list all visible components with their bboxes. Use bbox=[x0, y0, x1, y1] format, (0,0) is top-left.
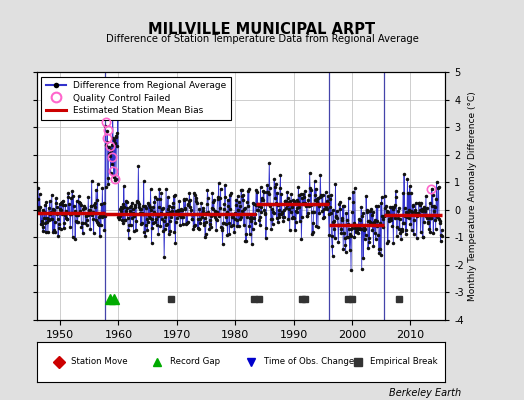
Text: Record Gap: Record Gap bbox=[170, 358, 220, 366]
Text: Empirical Break: Empirical Break bbox=[370, 358, 438, 366]
Text: Difference of Station Temperature Data from Regional Average: Difference of Station Temperature Data f… bbox=[105, 34, 419, 44]
Text: Berkeley Earth: Berkeley Earth bbox=[389, 388, 461, 398]
Text: Time of Obs. Change: Time of Obs. Change bbox=[264, 358, 354, 366]
Text: Station Move: Station Move bbox=[71, 358, 128, 366]
Text: MILLVILLE MUNICIPAL ARPT: MILLVILLE MUNICIPAL ARPT bbox=[148, 22, 376, 37]
Y-axis label: Monthly Temperature Anomaly Difference (°C): Monthly Temperature Anomaly Difference (… bbox=[468, 91, 477, 301]
Legend: Difference from Regional Average, Quality Control Failed, Estimated Station Mean: Difference from Regional Average, Qualit… bbox=[41, 76, 231, 120]
